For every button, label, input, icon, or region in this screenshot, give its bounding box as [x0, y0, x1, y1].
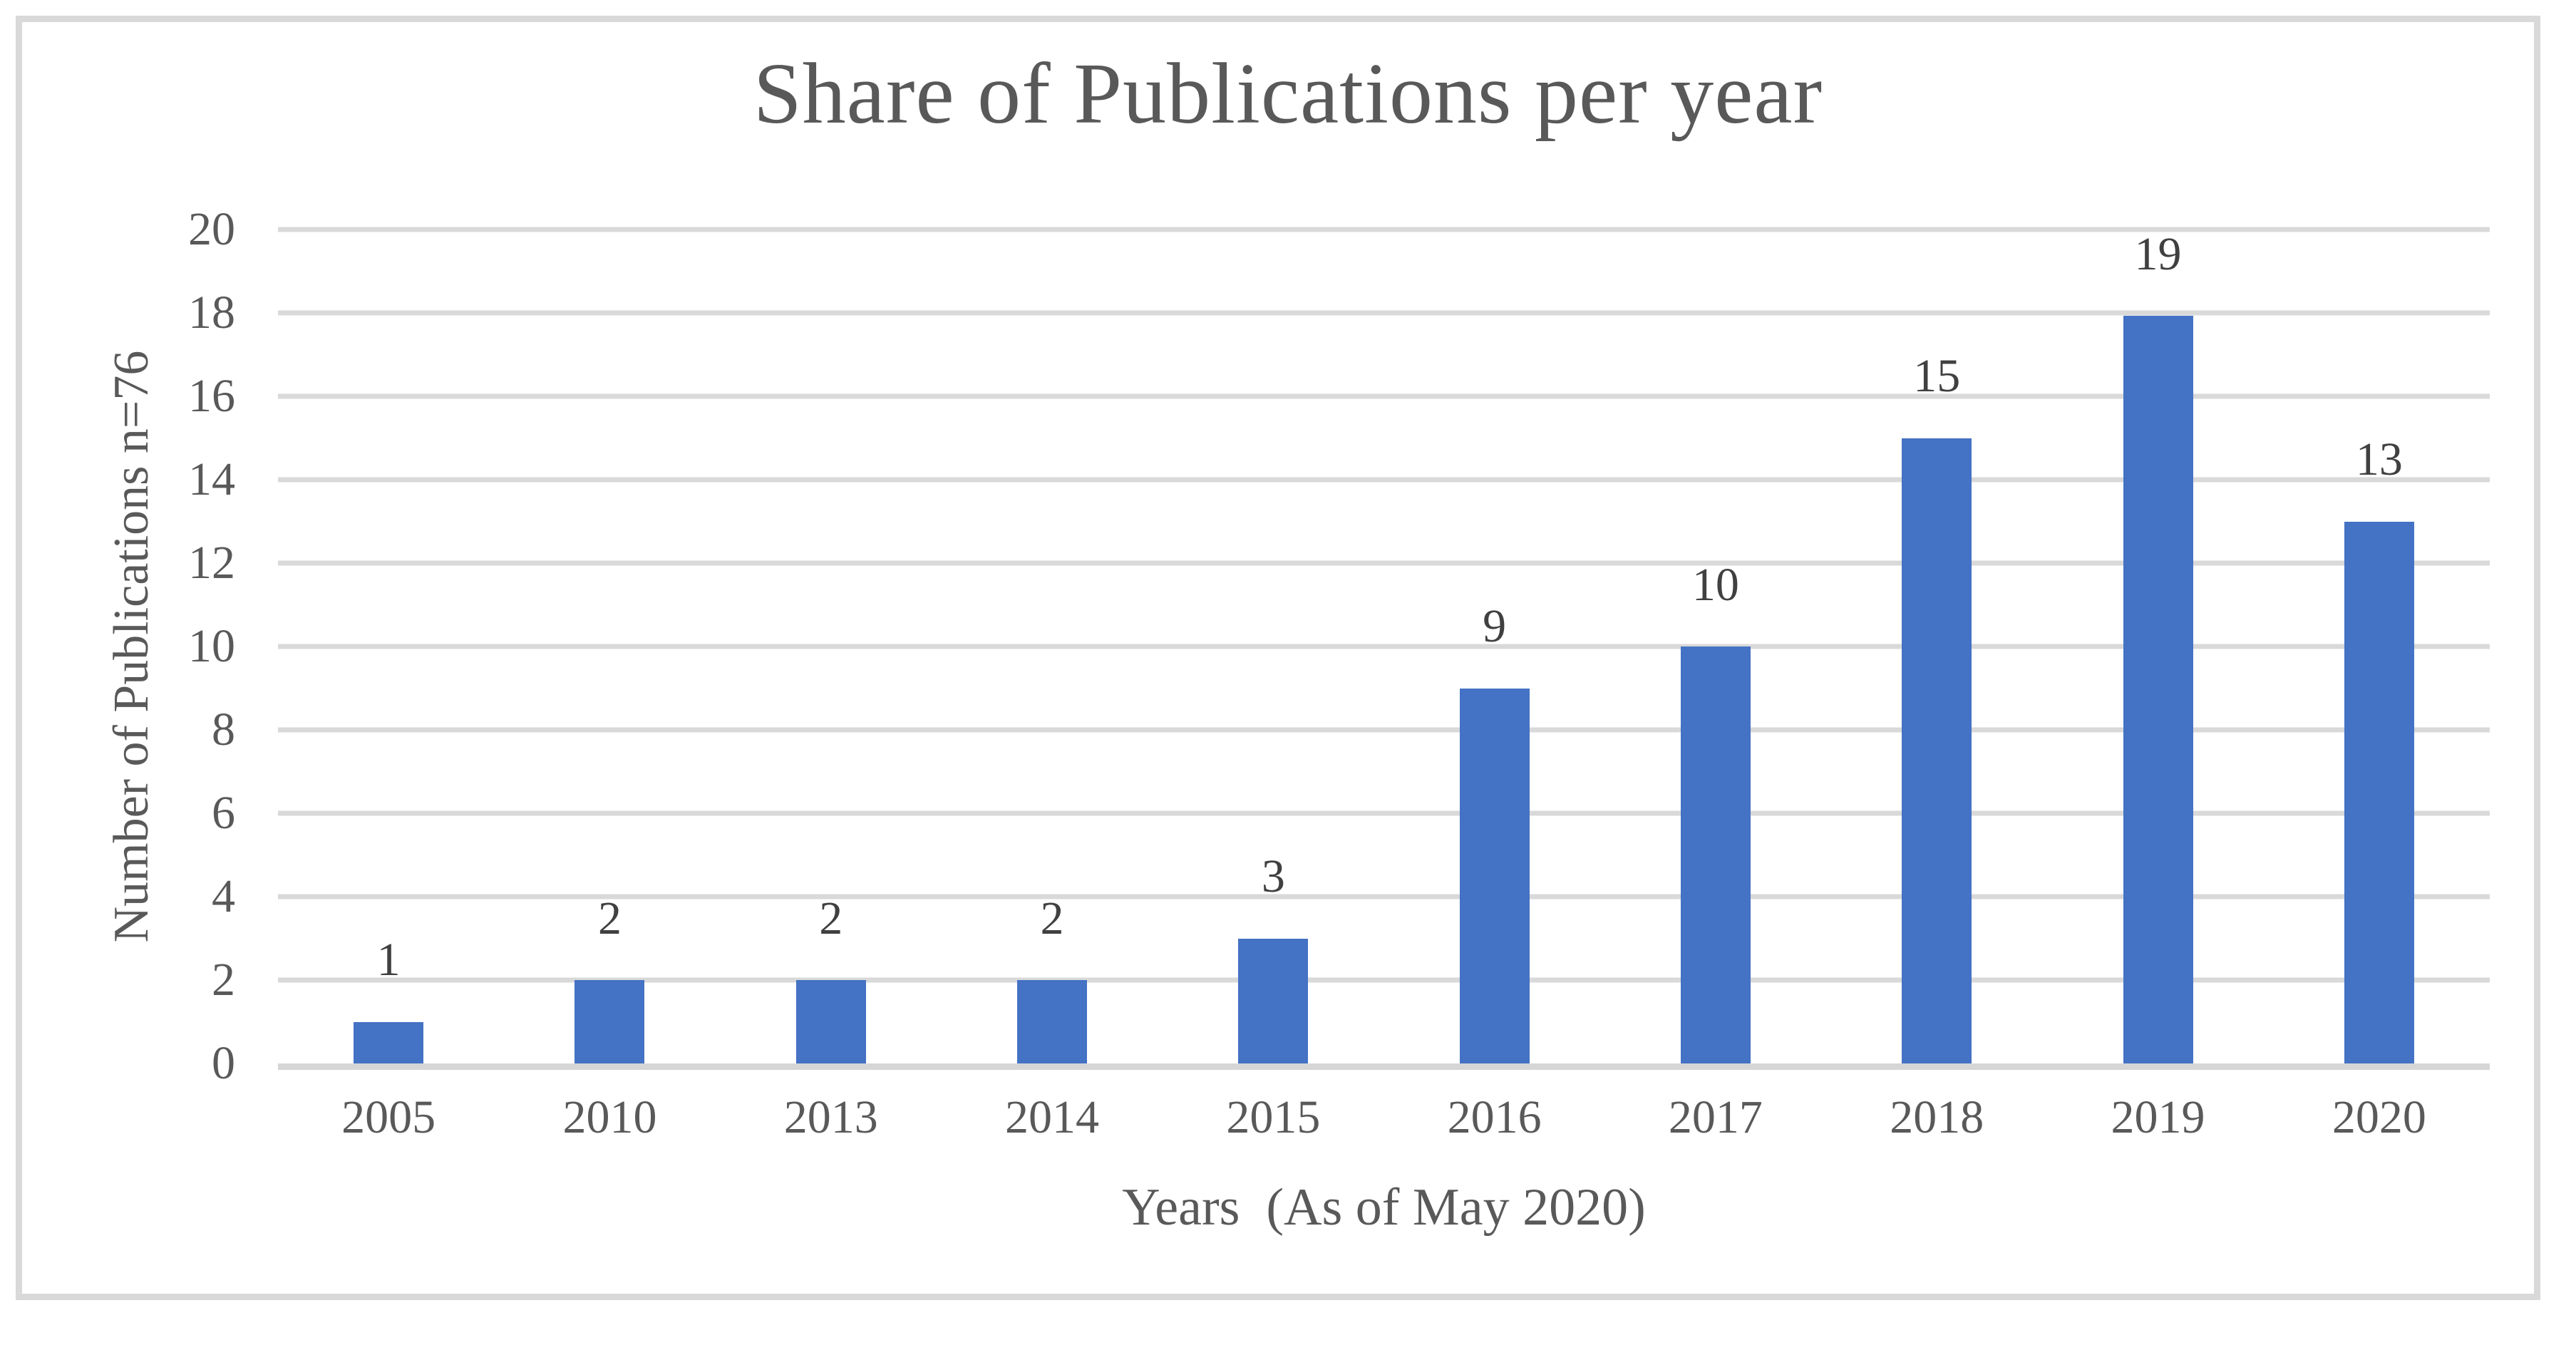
data-label-2016: 9 [1483, 600, 1507, 653]
x-axis-title: Years (As of May 2020) [1122, 1178, 1646, 1237]
gridline-8 [278, 727, 2490, 733]
bar-2017 [1680, 646, 1751, 1063]
chart-title: Share of Publications per year [753, 46, 1823, 142]
y-tick-label-20: 20 [188, 203, 235, 255]
gridline-14 [278, 477, 2490, 483]
bar-slot-2005: 1 [278, 230, 499, 1063]
figure-border [16, 16, 2540, 1300]
bar-2020 [2344, 521, 2414, 1063]
bar-2015 [1238, 938, 1309, 1063]
x-tick-label-2005: 2005 [341, 1091, 436, 1143]
y-tick-label-8: 8 [212, 704, 235, 756]
y-tick-label-0: 0 [212, 1037, 235, 1089]
data-label-2015: 3 [1261, 850, 1285, 903]
x-tick-label-2015: 2015 [1226, 1091, 1321, 1143]
bar-2018 [1902, 438, 1972, 1063]
x-axis-labels: 2005 2010 2013 2014 2015 2016 2017 2018 2019 2020 [278, 1091, 2490, 1144]
gridline-6 [278, 810, 2490, 816]
gridline-10 [278, 644, 2490, 649]
data-label-2013: 2 [819, 892, 843, 944]
bar-2016 [1459, 688, 1530, 1063]
y-tick-label-4: 4 [212, 870, 235, 922]
x-axis-line [278, 1063, 2490, 1070]
bar-slot-2013: 2 [721, 230, 942, 1063]
y-axis-ticks: 0 2 4 6 8 10 12 14 16 18 20 [0, 206, 235, 1087]
x-tick-label-2018: 2018 [1890, 1091, 1984, 1143]
y-tick-label-16: 16 [188, 370, 235, 422]
y-tick-label-18: 18 [188, 287, 235, 339]
y-tick-label-12: 12 [188, 537, 235, 589]
bar-slot-2019: 19 [2047, 230, 2268, 1063]
bar-2010 [575, 980, 645, 1063]
gridline-18 [278, 310, 2490, 316]
x-tick-label-2019: 2019 [2111, 1091, 2205, 1143]
y-tick-label-2: 2 [212, 954, 235, 1006]
bar-slot-2016: 9 [1384, 230, 1604, 1063]
x-tick-label-2017: 2017 [1668, 1091, 1763, 1143]
data-label-2019: 19 [2134, 228, 2182, 280]
x-tick-label-2010: 2010 [562, 1091, 657, 1143]
x-tick-label-2016: 2016 [1447, 1091, 1542, 1143]
bar-slot-2010: 2 [499, 230, 720, 1063]
plot-bars: 1 2 2 2 3 9 10 15 19 13 [278, 230, 2490, 1063]
bar-2019 [2123, 316, 2193, 1063]
gridline-12 [278, 560, 2490, 566]
data-label-2017: 10 [1691, 558, 1739, 611]
bar-slot-2017: 10 [1605, 230, 1826, 1063]
data-label-2005: 1 [376, 934, 401, 986]
gridline-16 [278, 393, 2490, 399]
x-tick-label-2013: 2013 [783, 1091, 878, 1143]
bar-slot-2018: 15 [1826, 230, 2047, 1063]
gridline-2 [278, 977, 2490, 983]
data-label-2020: 13 [2355, 433, 2403, 486]
y-tick-label-6: 6 [212, 787, 235, 839]
bar-2013 [795, 980, 866, 1063]
y-tick-label-14: 14 [188, 453, 235, 505]
data-label-2014: 2 [1040, 892, 1064, 944]
gridline-4 [278, 894, 2490, 900]
x-tick-label-2014: 2014 [1005, 1091, 1100, 1143]
data-label-2018: 15 [1913, 350, 1961, 403]
bar-2005 [354, 1021, 424, 1063]
data-label-2010: 2 [597, 892, 622, 944]
y-tick-label-10: 10 [188, 620, 235, 672]
bar-2014 [1017, 980, 1088, 1063]
gridline-20 [278, 227, 2490, 232]
x-tick-label-2020: 2020 [2332, 1091, 2426, 1143]
bar-slot-2015: 3 [1163, 230, 1384, 1063]
plot-area: 1 2 2 2 3 9 10 15 19 13 [278, 227, 2490, 1070]
bar-slot-2020: 13 [2269, 230, 2490, 1063]
bar-slot-2014: 2 [942, 230, 1163, 1063]
